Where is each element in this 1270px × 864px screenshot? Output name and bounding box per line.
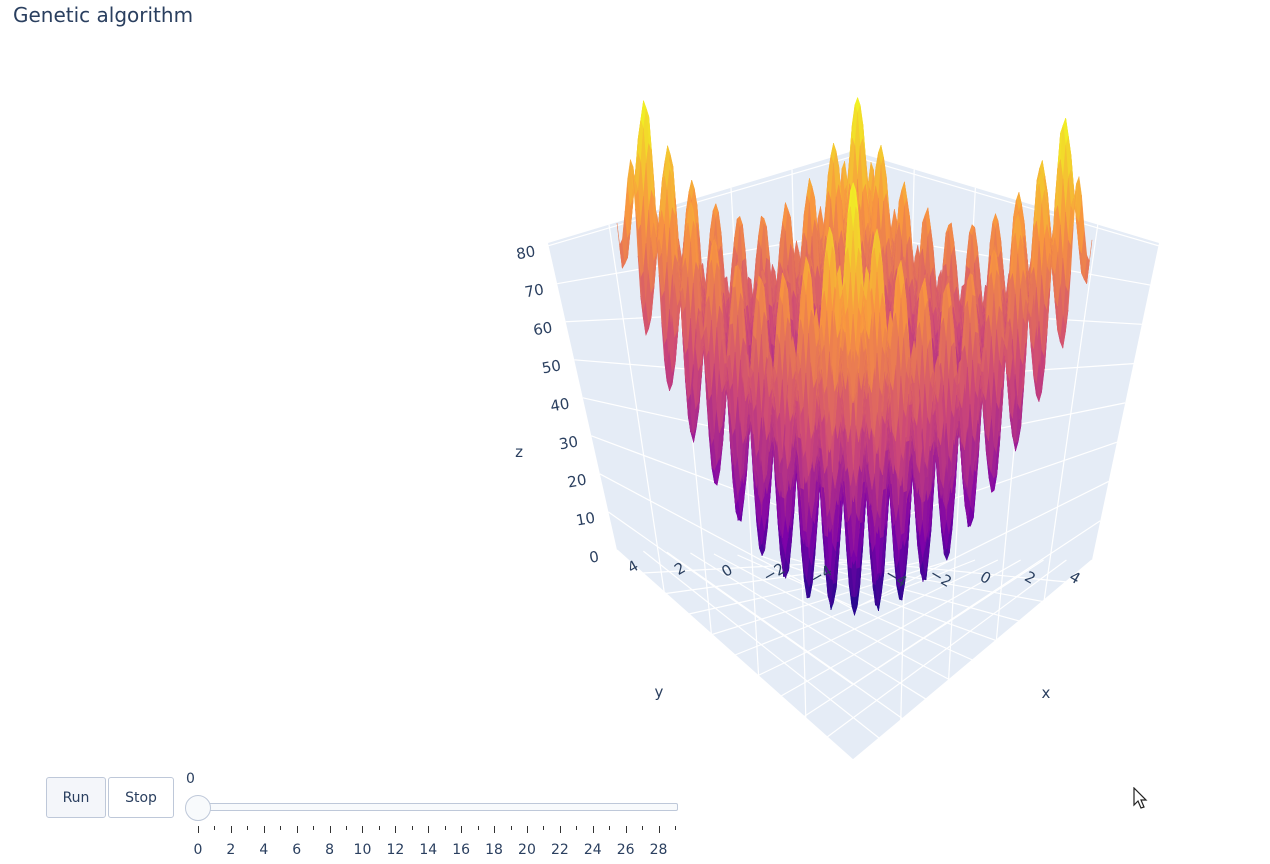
surface-mesh[interactable] [616, 96, 1093, 616]
grid-line [757, 559, 999, 677]
grid-line [616, 549, 1093, 761]
grid-line [690, 552, 927, 700]
grid-line [608, 224, 665, 593]
page-title: Genetic algorithm [13, 3, 194, 27]
grid-line [642, 550, 880, 739]
grid-line [780, 559, 1021, 697]
grid-line [826, 559, 1067, 738]
grid-line [1043, 224, 1099, 601]
grid-line [608, 511, 1101, 686]
